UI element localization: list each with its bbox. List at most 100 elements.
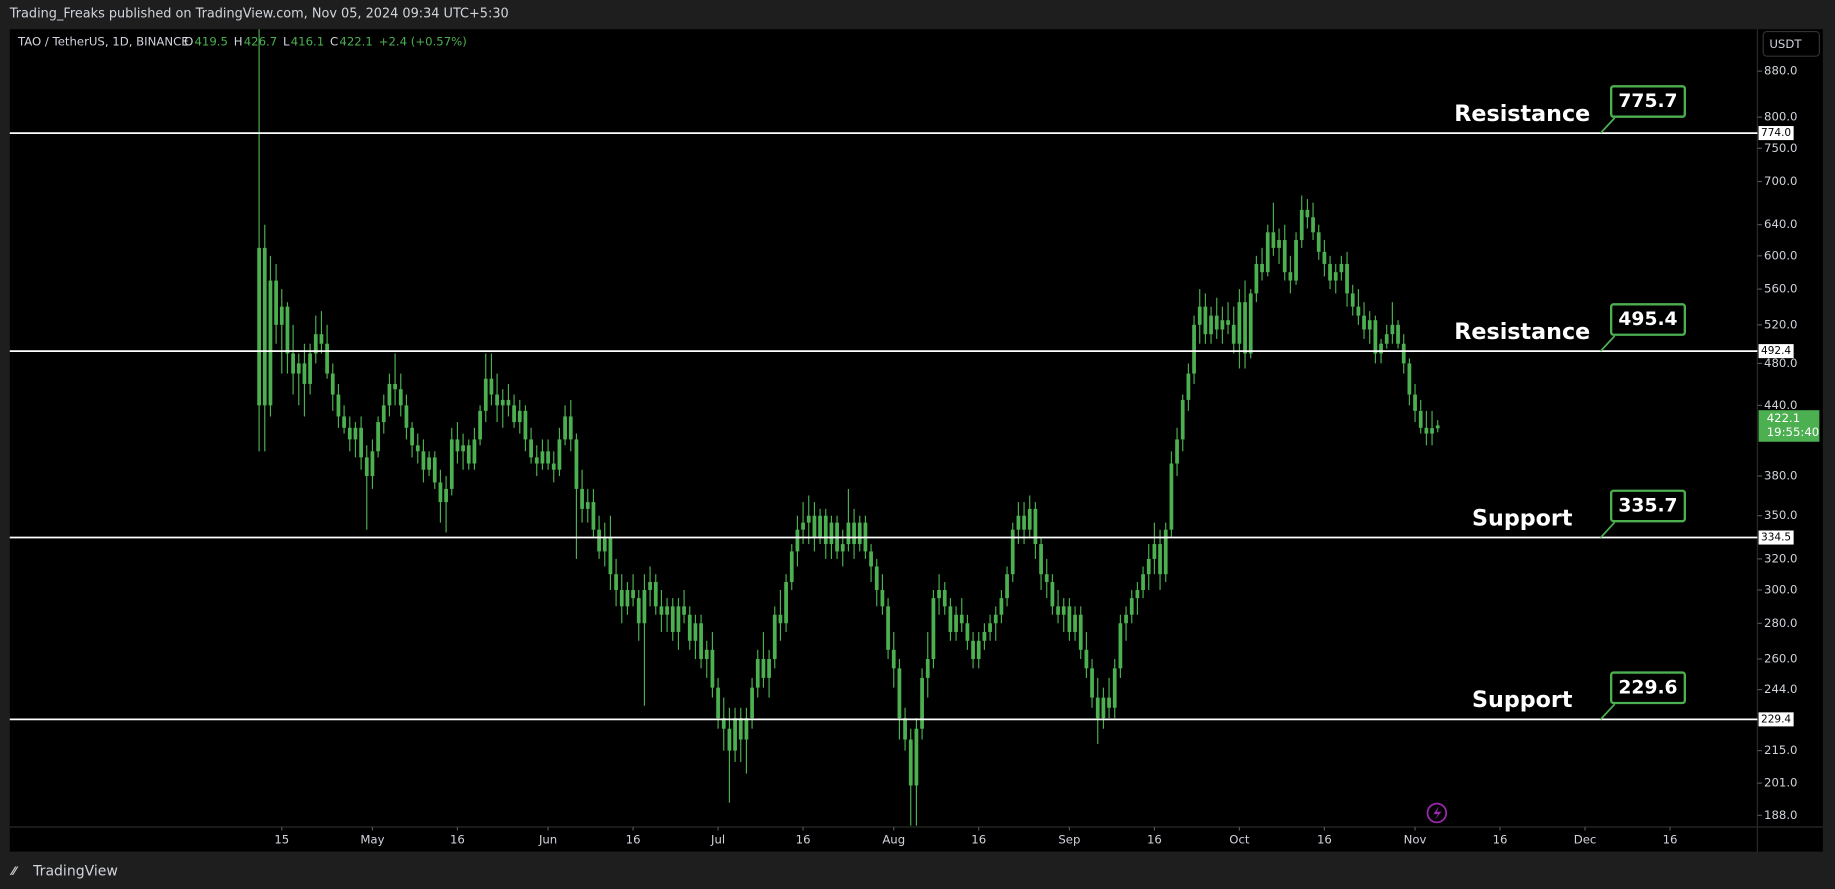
candle-body (670, 606, 675, 632)
candle-body (806, 515, 811, 523)
candle-body (597, 529, 601, 552)
candle-body (268, 280, 273, 406)
candle-body (959, 614, 964, 624)
candle-body (1288, 272, 1293, 281)
candle-body (1027, 508, 1032, 530)
level-text: Resistance (1454, 319, 1590, 345)
candle-body (1180, 399, 1185, 440)
callout-box (1609, 85, 1687, 118)
candle-body (1005, 574, 1009, 599)
candle-body (1424, 427, 1429, 434)
candle-body (631, 590, 635, 599)
candle-body (812, 515, 817, 537)
candle-body (557, 439, 562, 470)
lightning-icon[interactable] (1426, 802, 1448, 824)
candle-body (659, 606, 664, 615)
x-tick-label: Dec (1574, 832, 1597, 846)
candle-body (330, 373, 335, 395)
level-price: 334.5 (1761, 532, 1791, 544)
candle-body (971, 640, 975, 660)
candle-body (744, 718, 749, 740)
callout-text: 335.7 (1618, 495, 1677, 516)
level-text: Support (1472, 505, 1573, 531)
candle-body (625, 590, 630, 607)
y-tick-label: 280.0 (1764, 616, 1797, 630)
candle-body (1101, 697, 1106, 719)
symbol: TAO / TetherUS, 1D, BINANCE (17, 35, 189, 49)
candle-body (398, 389, 403, 406)
candle-body (1163, 529, 1168, 575)
candle-body (1175, 439, 1179, 464)
candle-body (1345, 263, 1349, 294)
candle-body (699, 623, 703, 660)
x-tick-label: Jul (710, 832, 725, 846)
x-tick-label: 16 (1147, 832, 1162, 846)
candle-body (840, 544, 845, 552)
candle-body (1203, 306, 1208, 335)
x-tick-label: 16 (1663, 832, 1678, 846)
candle-body (1401, 343, 1406, 364)
x-tick-label: Nov (1404, 832, 1427, 846)
candle-body (325, 343, 329, 374)
candle-body (903, 718, 907, 740)
y-tick-label: 700.0 (1764, 174, 1797, 188)
candle-body (1124, 614, 1128, 624)
candle-body (1061, 606, 1066, 615)
candle-body (319, 334, 324, 344)
candle-body (546, 451, 550, 464)
candle-body (1141, 574, 1145, 591)
callout-pointer (1599, 117, 1616, 134)
x-tick-label: 16 (1317, 832, 1332, 846)
currency-button[interactable] (1762, 30, 1820, 57)
candle-body (1356, 306, 1361, 316)
price-tag-countdown: 19:55:40 (1767, 425, 1819, 439)
y-tick-label: 244.0 (1764, 682, 1797, 696)
candle-body (461, 445, 465, 452)
candle-body (257, 247, 261, 406)
candle-body (1350, 293, 1355, 307)
candle-body (1316, 232, 1321, 252)
candle-body (710, 649, 715, 688)
candle-body (925, 659, 930, 678)
level-price-box (1758, 712, 1794, 727)
y-tick-label: 440.0 (1764, 398, 1797, 412)
candle-body (585, 502, 590, 509)
candle-body (1237, 302, 1242, 344)
candle-body (466, 445, 471, 464)
candle-body (274, 280, 278, 325)
y-tick-label: 201.0 (1764, 776, 1797, 790)
y-tick-label: 380.0 (1764, 469, 1797, 483)
candle-body (1135, 590, 1140, 599)
ohlc-key: O (184, 35, 193, 49)
callout-text: 495.4 (1618, 309, 1677, 330)
candle-body (1084, 649, 1089, 669)
candle-body (495, 394, 499, 406)
candle-body (523, 410, 528, 440)
candle-body (370, 451, 375, 477)
ohlc-key: C (330, 35, 338, 49)
callout-box (1609, 671, 1687, 705)
candle-body (444, 488, 448, 503)
currency[interactable]: USDT (1769, 37, 1802, 51)
candle-body (1299, 209, 1304, 241)
candle-body (342, 416, 346, 428)
candle-body (988, 623, 992, 632)
callout-box (1609, 489, 1687, 523)
footer-brand: TradingView (32, 863, 118, 879)
x-tick-label: 16 (1493, 832, 1508, 846)
x-tick-label: 15 (274, 832, 289, 846)
candle-body (381, 405, 386, 423)
candle-body (393, 383, 397, 390)
candle-body (421, 451, 426, 470)
candle-body (1033, 508, 1038, 545)
candle-body (948, 606, 953, 632)
candle-body (387, 383, 392, 406)
lightning-glyph (1433, 805, 1442, 820)
candle-body (1197, 306, 1202, 325)
x-tick-label: 16 (450, 832, 465, 846)
candle-body (874, 566, 879, 591)
candle-body (1379, 343, 1383, 354)
x-tick-label: Jun (538, 832, 557, 846)
candle-body (1328, 263, 1332, 281)
candle-body (529, 439, 533, 458)
